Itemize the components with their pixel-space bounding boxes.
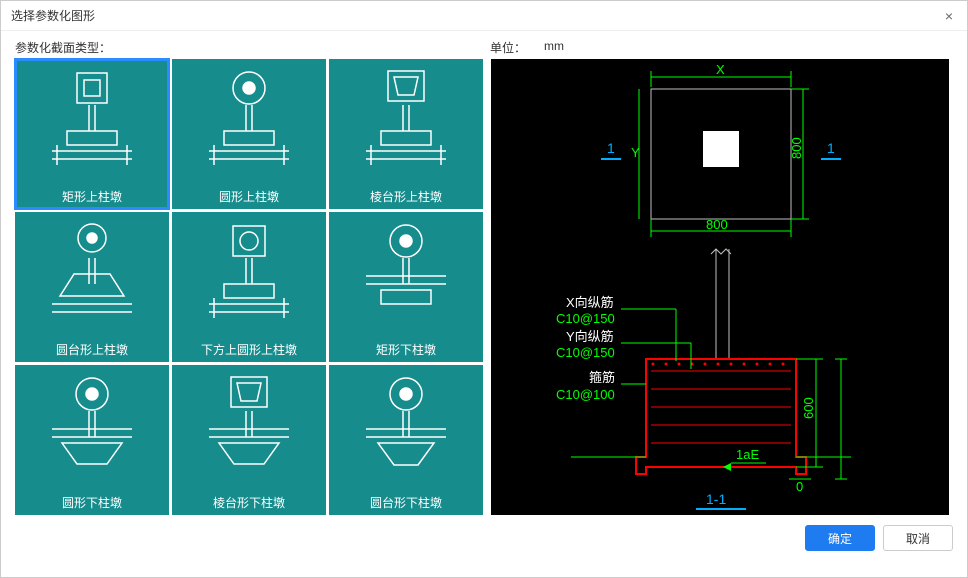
plan-width: 800 xyxy=(706,217,728,232)
plan-height: 800 xyxy=(789,137,804,159)
section-type-label: 参数化截面类型： xyxy=(15,39,490,55)
bottom-dim: 0 xyxy=(796,479,803,494)
thumbnail-item[interactable]: 棱台形下柱墩 xyxy=(172,365,326,515)
y-rebar-spec: C10@150 xyxy=(556,345,615,360)
thumbnail-item[interactable]: 矩形下柱墩 xyxy=(329,212,483,362)
thumbnail-item[interactable]: 圆台形上柱墩 xyxy=(15,212,169,362)
section-label: 1-1 xyxy=(706,491,726,507)
dialog-title: 选择参数化图形 xyxy=(11,7,95,24)
thumbnail-item[interactable]: 圆形下柱墩 xyxy=(15,365,169,515)
thumbnail-label: 圆台形下柱墩 xyxy=(370,494,442,511)
thumbnail-grid: 矩形上柱墩 圆形上柱墩 棱台形上柱墩圆台形上柱墩 下方上圆形上柱墩 矩形下柱墩圆形下柱墩… xyxy=(15,59,483,515)
y-rebar-title: Y向纵筋 xyxy=(566,329,614,344)
section-mark-left: 1 xyxy=(607,140,615,156)
thumbnail-item[interactable]: 圆形上柱墩 xyxy=(172,59,326,209)
thumbnail-label: 圆形下柱墩 xyxy=(62,494,122,511)
thumbnail-label: 棱台形上柱墩 xyxy=(370,188,442,205)
elev-height: 600 xyxy=(801,397,816,419)
stirrup-spec: C10@100 xyxy=(556,387,615,402)
x-rebar-title: X向纵筋 xyxy=(566,295,614,310)
thumbnail-label: 圆形上柱墩 xyxy=(219,188,279,205)
stirrup-title: 箍筋 xyxy=(589,370,615,385)
thumbnail-label: 圆台形上柱墩 xyxy=(56,341,128,358)
anchor-label: 1aE xyxy=(736,447,759,462)
thumbnail-item[interactable]: 棱台形上柱墩 xyxy=(329,59,483,209)
x-rebar-spec: C10@150 xyxy=(556,311,615,326)
unit-value: mm xyxy=(544,39,564,55)
thumbnail-item[interactable]: 矩形上柱墩 xyxy=(15,59,169,209)
thumbnail-label: 矩形上柱墩 xyxy=(62,188,122,205)
x-axis-label: X xyxy=(716,62,725,77)
cancel-button[interactable]: 取消 xyxy=(883,525,953,551)
thumbnail-label: 矩形下柱墩 xyxy=(376,341,436,358)
close-icon[interactable]: × xyxy=(941,8,957,24)
thumbnail-item[interactable]: 下方上圆形上柱墩 xyxy=(172,212,326,362)
preview-canvas: X 800 Y 800 1 1 xyxy=(491,59,949,515)
ok-button[interactable]: 确定 xyxy=(805,525,875,551)
thumbnail-label: 下方上圆形上柱墩 xyxy=(201,341,297,358)
unit-label: 单位： xyxy=(490,39,526,55)
thumbnail-label: 棱台形下柱墩 xyxy=(213,494,285,511)
y-axis-label: Y xyxy=(631,145,640,160)
thumbnail-item[interactable]: 圆台形下柱墩 xyxy=(329,365,483,515)
section-mark-right: 1 xyxy=(827,140,835,156)
